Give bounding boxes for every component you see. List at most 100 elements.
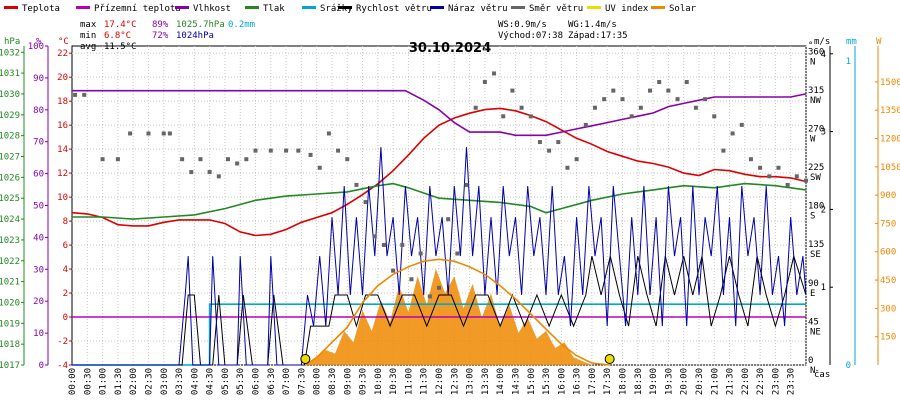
wind-direction-point: [146, 131, 151, 136]
wind-direction-point: [638, 105, 643, 110]
axis-label-temp-11: 18: [57, 97, 68, 107]
legend-label-7: Směr větru: [529, 4, 583, 14]
axis-label-pct-10: 100: [28, 42, 44, 52]
legend-label-2: Vlhkost: [193, 4, 231, 14]
x-tick-label: 19:30: [664, 368, 674, 395]
wind-direction-point: [501, 114, 506, 119]
legend-label-0: Teplota: [22, 4, 60, 14]
wind-direction-point: [776, 165, 781, 170]
axis-label-hpa-1: 1018: [0, 340, 20, 350]
axis-unit-temp: °C: [58, 37, 69, 47]
axis-unit-hpa: hPa: [4, 37, 20, 47]
legend-label-3: Tlak: [263, 4, 285, 14]
lines-layer: [71, 89, 807, 366]
x-tick-label: 03:00: [160, 368, 170, 395]
wind-direction-point: [748, 157, 753, 162]
wind-direction-point: [354, 182, 359, 187]
x-axis-label: čas: [814, 369, 830, 380]
stats-max-label: max: [80, 20, 97, 30]
x-tick-label: 20:30: [695, 368, 705, 395]
stats-avg-label: avg: [80, 42, 96, 52]
wind-direction-point: [372, 234, 377, 239]
series-line-1: [72, 89, 807, 137]
axis-label-temp-7: 10: [57, 193, 68, 203]
dir-degree-3: 135: [808, 240, 824, 250]
legend-swatch-2: [175, 6, 189, 9]
legend-swatch-4: [302, 6, 316, 9]
x-tick-label: 00:00: [68, 368, 78, 395]
dir-compass-8: N: [810, 57, 815, 67]
x-tick-label: 18:30: [634, 368, 644, 395]
axis-label-pct-0: 0: [39, 361, 44, 371]
x-tick-label: 16:00: [557, 368, 567, 395]
axis-label-temp-4: 4: [63, 265, 68, 275]
x-tick-label: 14:00: [496, 368, 506, 395]
x-tick-label: 08:00: [313, 368, 323, 395]
wind-direction-point: [464, 182, 469, 187]
dir-compass-2: E: [810, 289, 815, 299]
x-tick-label: 01:00: [99, 368, 109, 395]
stats-sunrise: Východ:07:38: [498, 31, 563, 41]
legend-label-8: UV index: [605, 4, 649, 14]
axis-label-w-3: 600: [880, 248, 896, 258]
legend-label-9: Solar: [669, 4, 697, 14]
x-axis: 00:00 00:30 01:00 01:30 02:00 02:30 03:00 03:30…: [68, 368, 797, 395]
wind-direction-point: [115, 157, 120, 162]
wind-direction-point: [400, 242, 405, 247]
stats-sunset: Západ:17:35: [568, 31, 628, 41]
wind-direction-point: [409, 277, 414, 282]
axis-label-pct-7: 70: [33, 138, 44, 148]
wind-direction-point: [336, 148, 341, 153]
wind-direction-point: [574, 157, 579, 162]
series-line-2: [72, 182, 807, 220]
wind-direction-point: [730, 131, 735, 136]
wind-direction-point: [296, 148, 301, 153]
wind-direction-point: [510, 88, 515, 93]
axis-label-hpa-13: 1030: [0, 90, 20, 100]
axis-label-w-6: 1050: [880, 163, 900, 173]
x-tick-label: 06:00: [252, 368, 262, 395]
x-tick-label: 22:00: [741, 368, 751, 395]
stats-max-pressure: 1025.7hPa: [176, 20, 225, 30]
wind-direction-point: [161, 131, 166, 136]
x-tick-label: 08:30: [328, 368, 338, 395]
wind-direction-point: [128, 131, 133, 136]
x-tick-label: 14:30: [512, 368, 522, 395]
wind-direction-point: [721, 148, 726, 153]
axis-label-pct-3: 30: [33, 265, 44, 275]
wind-direction-point: [253, 148, 258, 153]
wind-direction-point: [657, 80, 662, 85]
dir-degree-8: 360: [808, 47, 824, 57]
axis-label-temp-9: 14: [57, 145, 68, 155]
series-line-7: [304, 258, 610, 366]
wind-direction-point: [381, 242, 386, 247]
axis-label-w-0: 150: [880, 333, 896, 343]
wind-direction-point: [100, 157, 105, 162]
wind-direction-point: [528, 114, 533, 119]
axis-label-w-1: 300: [880, 304, 896, 314]
axis-unit-dir: °: [808, 41, 813, 51]
axis-label-hpa-15: 1032: [0, 48, 20, 58]
wind-direction-point: [739, 122, 744, 127]
wind-direction-point: [693, 105, 698, 110]
axis-label-hpa-0: 1017: [0, 361, 20, 371]
wind-direction-point: [592, 105, 597, 110]
legend-swatch-7: [511, 6, 525, 9]
dir-compass-7: NW: [810, 96, 821, 106]
wind-direction-point: [225, 157, 230, 162]
axis-unit-w: W: [876, 37, 882, 47]
x-tick-label: 10:00: [374, 368, 384, 395]
axis-label-pct-2: 20: [33, 297, 44, 307]
legend-swatch-5: [338, 6, 352, 9]
x-tick-label: 01:30: [114, 368, 124, 395]
axis-label-pct-9: 90: [33, 74, 44, 84]
dir-degree-2: 90: [808, 279, 819, 289]
legend-swatch-8: [587, 6, 601, 9]
axis-label-temp-0: -4: [57, 361, 68, 371]
wind-direction-point: [473, 105, 478, 110]
wind-direction-point: [537, 140, 542, 145]
axis-label-w-2: 450: [880, 276, 896, 286]
wind-direction-point: [180, 157, 185, 162]
legend-label-1: Přízemní teplota: [94, 4, 181, 14]
